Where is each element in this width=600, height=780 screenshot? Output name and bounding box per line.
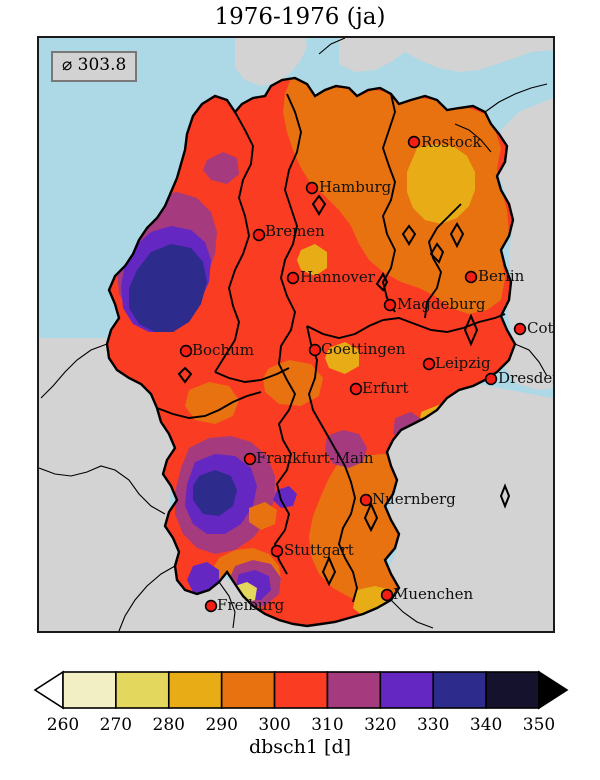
north-neighbour-land	[339, 38, 553, 72]
average-badge: ⌀ 303.8	[51, 51, 138, 82]
colorbar-svg: 260 270 280 290 300 310 320 330 340 350 dbsch1 [d…	[33, 670, 569, 758]
city-label: Hannover	[300, 268, 376, 286]
contour-band-310-320-mid	[325, 430, 367, 468]
inland-water-features	[177, 194, 511, 587]
city-label: Nuernberg	[372, 490, 456, 508]
city-marker[interactable]	[383, 298, 397, 312]
city-marker[interactable]	[179, 344, 193, 358]
city-label: Magdeburg	[397, 295, 486, 313]
contour-band-290-300	[283, 78, 509, 314]
contour-detail-speckle-b	[297, 244, 327, 276]
colorbar-extend-high[interactable]	[538, 670, 569, 710]
city-label: Berlin	[478, 267, 525, 285]
colorbar-tick: 350	[523, 715, 555, 735]
colorbar-panel: 260 270 280 290 300 310 320 330 340 350 dbsch1 [d…	[0, 660, 600, 780]
city-label: Rostock	[421, 133, 482, 151]
city-marker[interactable]	[305, 181, 319, 195]
city-marker[interactable]	[204, 599, 218, 613]
map-panel[interactable]: Rostock Hamburg Bremen Hannover Berlin Magdeb…	[37, 36, 555, 633]
colorbar-tick: 330	[417, 715, 449, 735]
city-marker[interactable]	[380, 588, 394, 602]
city-marker[interactable]	[243, 452, 257, 466]
colorbar-tick: 290	[205, 715, 237, 735]
colorbar-tick: 340	[470, 715, 502, 735]
colorbar-tick: 300	[258, 715, 290, 735]
colorbar-swatch[interactable]	[167, 671, 223, 709]
colorbar-swatch[interactable]	[62, 671, 117, 709]
colorbar-swatch[interactable]	[485, 671, 540, 709]
contour-detail-speckle-c	[325, 342, 359, 374]
colorbar-tick-labels: 260 270 280 290 300 310 320 330 340 350	[47, 715, 555, 735]
city-marker[interactable]	[407, 135, 421, 149]
contour-detail-speckle-g	[249, 502, 277, 530]
colorbar-tick: 270	[100, 715, 132, 735]
colorbar-swatch[interactable]	[115, 671, 170, 709]
city-label: Frankfurt-Main	[256, 449, 374, 467]
city-marker[interactable]	[513, 322, 527, 336]
city-marker[interactable]	[252, 228, 266, 242]
contour-band-330-340	[129, 244, 207, 332]
state-borders	[156, 93, 506, 603]
colorbar-extend-low[interactable]	[33, 670, 64, 710]
city-marker[interactable]	[359, 493, 373, 507]
city-label: Leipzig	[435, 354, 491, 372]
colorbar-swatch[interactable]	[273, 671, 329, 709]
colorbar-swatch[interactable]	[379, 671, 435, 709]
city-label: Cottbus	[527, 319, 553, 337]
city-label: Erfurt	[362, 379, 409, 397]
colorbar-tick: 260	[47, 715, 79, 735]
colorbar-tick: 280	[153, 715, 185, 735]
city-label: Stuttgart	[284, 541, 354, 559]
city-marker[interactable]	[422, 357, 436, 371]
contour-detail-speckle-i	[203, 152, 239, 184]
foreign-borders	[39, 38, 548, 631]
contour-detail-speckle-d	[263, 360, 323, 406]
colorbar-swatches[interactable]	[33, 670, 569, 710]
contour-detail-speckle-e	[185, 382, 239, 424]
city-marker[interactable]	[484, 372, 498, 386]
denmark-land	[235, 38, 307, 86]
city-label: Hamburg	[319, 178, 392, 196]
city-marker[interactable]	[286, 271, 300, 285]
city-marker[interactable]	[270, 544, 284, 558]
contour-band-280-290-ne	[407, 144, 475, 224]
colorbar-tick: 320	[364, 715, 396, 735]
colorbar-swatch[interactable]	[326, 671, 382, 709]
colorbar-tick: 310	[311, 715, 343, 735]
city-label: Bremen	[265, 222, 325, 240]
contour-band-330-340-b	[193, 470, 237, 516]
city-label: Bochum	[192, 341, 254, 359]
colorbar-axis-label: dbsch1 [d]	[249, 736, 351, 758]
colorbar-swatch[interactable]	[432, 671, 487, 709]
city-marker[interactable]	[349, 382, 363, 396]
map-svg: Rostock Hamburg Bremen Hannover Berlin Magdeb…	[39, 38, 553, 631]
city-label: Dresden	[498, 369, 553, 387]
page-title: 1976-1976 (ja)	[214, 4, 386, 30]
city-marker[interactable]	[464, 270, 478, 284]
city-marker[interactable]	[308, 343, 322, 357]
city-layer: Rostock Hamburg Bremen Hannover Berlin Magdeb…	[179, 133, 553, 614]
east-neighbour-land	[495, 98, 553, 390]
colorbar-swatch[interactable]	[220, 671, 276, 709]
city-label: Muenchen	[393, 585, 473, 603]
city-label: Goettingen	[321, 340, 406, 358]
city-label: Freiburg	[217, 596, 285, 614]
